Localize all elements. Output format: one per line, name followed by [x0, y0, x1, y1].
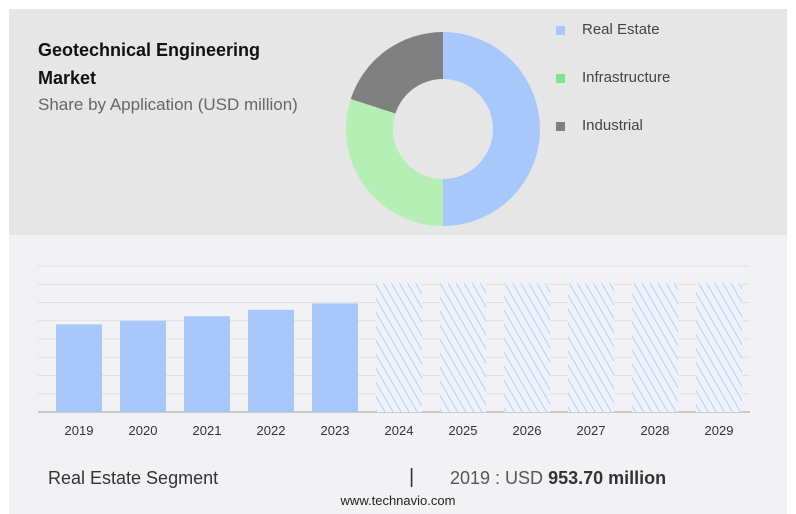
bar-2021 — [184, 316, 230, 412]
chart-title: Geotechnical Engineering Market — [38, 40, 261, 88]
x-tick-label: 2029 — [705, 423, 734, 438]
bar-2025 — [440, 283, 486, 412]
value-prefix: 2019 : USD — [450, 468, 544, 488]
legend-label: Infrastructure — [582, 69, 671, 86]
legend-label: Industrial — [582, 117, 643, 134]
x-tick-label: 2023 — [321, 423, 350, 438]
x-tick-label: 2028 — [641, 423, 670, 438]
legend-swatch — [556, 73, 565, 83]
separator: | — [409, 466, 415, 488]
legend-label: Real Estate — [582, 21, 660, 38]
source-url: www.technavio.com — [340, 493, 456, 508]
legend-swatch — [556, 25, 565, 35]
x-tick-label: 2024 — [385, 423, 414, 438]
x-tick-label: 2021 — [193, 423, 222, 438]
segment-value: 2019 : USD 953.70 million — [450, 468, 666, 489]
donut-chart — [346, 32, 540, 226]
x-tick-label: 2025 — [449, 423, 478, 438]
value-amount: 953.70 million — [548, 468, 667, 488]
x-tick-label: 2019 — [65, 423, 94, 438]
bar-2020 — [120, 320, 166, 412]
legend-real-estate: Real Estate — [556, 21, 660, 38]
legend-infrastructure: Infrastructure — [556, 69, 670, 86]
bar-2029 — [696, 283, 742, 412]
donut-slice-real-estate — [443, 32, 540, 226]
bar-2027 — [568, 283, 614, 412]
bar-2024 — [376, 283, 422, 412]
x-tick-label: 2027 — [577, 423, 606, 438]
chart-subtitle: Share by Application (USD million) — [38, 95, 298, 114]
bar-2022 — [248, 309, 294, 412]
legend-industrial: Industrial — [556, 117, 643, 134]
bar-2028 — [632, 283, 678, 412]
bar-2026 — [504, 283, 550, 412]
bar-2019 — [56, 324, 102, 412]
x-tick-label: 2020 — [129, 423, 158, 438]
x-tick-label: 2022 — [257, 423, 286, 438]
segment-label: Real Estate Segment — [48, 468, 219, 488]
x-tick-label: 2026 — [513, 423, 542, 438]
donut-slice-industrial — [350, 32, 443, 114]
bar-chart: 2019 2020 2021 2022 2023 2024 2025 2026 2027 2028… — [38, 265, 750, 438]
legend-swatch — [556, 121, 565, 131]
bar-2023 — [312, 303, 358, 412]
donut-slice-infrastructure — [346, 99, 443, 226]
